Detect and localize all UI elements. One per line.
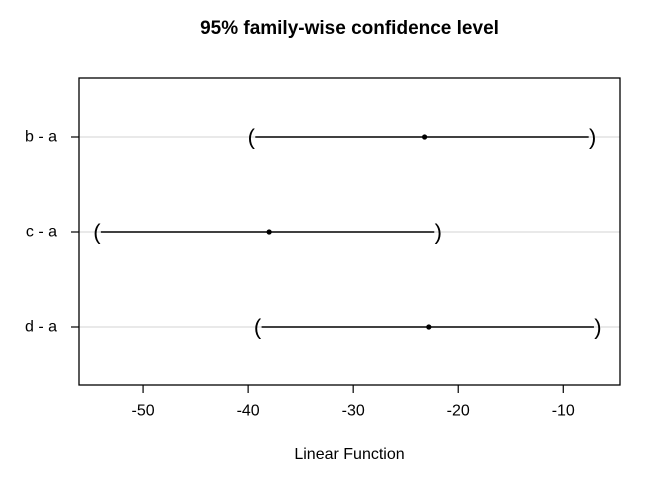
- interval-lower-paren: (: [248, 125, 256, 150]
- interval-upper-paren: ): [589, 125, 596, 150]
- y-category-label: d - a: [25, 319, 57, 336]
- interval-upper-paren: ): [435, 220, 442, 245]
- y-category-label: b - a: [25, 129, 57, 146]
- x-tick-label: -10: [552, 403, 575, 420]
- chart-title: 95% family-wise confidence level: [200, 18, 499, 39]
- y-category-label: c - a: [26, 224, 57, 241]
- x-tick-label: -30: [342, 403, 365, 420]
- x-tick-label: -20: [447, 403, 470, 420]
- estimate-point: [426, 324, 432, 330]
- x-tick-label: -50: [132, 403, 155, 420]
- estimate-point: [422, 134, 428, 140]
- estimate-point: [266, 229, 272, 235]
- interval-lower-paren: (: [254, 315, 262, 340]
- interval-upper-paren: ): [594, 315, 601, 340]
- x-axis-title: Linear Function: [294, 446, 405, 463]
- interval-lower-paren: (: [93, 220, 101, 245]
- x-tick-label: -40: [237, 403, 260, 420]
